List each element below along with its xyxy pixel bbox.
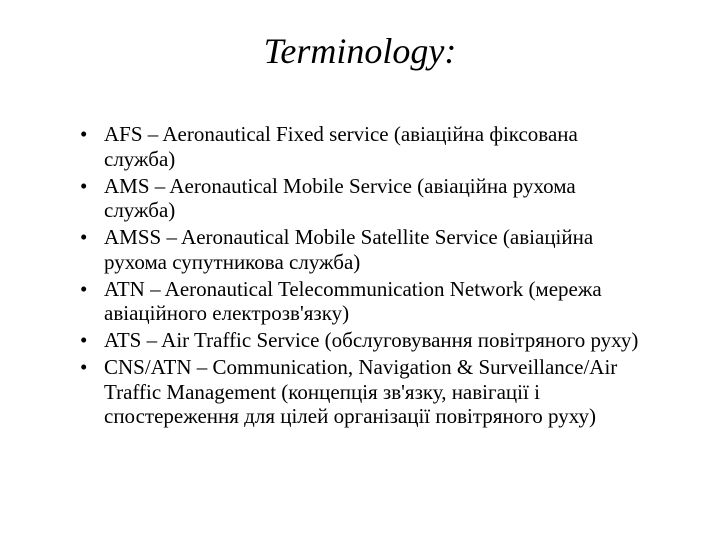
list-item: CNS/ATN – Communication, Navigation & Su… [80,355,650,429]
list-item: ATN – Aeronautical Telecommunication Net… [80,277,650,327]
list-item: ATS – Air Traffic Service (обслуговуванн… [80,328,650,353]
slide-title: Terminology: [60,30,660,72]
list-item: AMSS – Aeronautical Mobile Satellite Ser… [80,225,650,275]
terminology-list: AFS – Aeronautical Fixed service (авіаці… [80,122,650,429]
list-item: AFS – Aeronautical Fixed service (авіаці… [80,122,650,172]
slide-container: Terminology: AFS – Aeronautical Fixed se… [0,0,720,540]
list-item: AMS – Aeronautical Mobile Service (авіац… [80,174,650,224]
